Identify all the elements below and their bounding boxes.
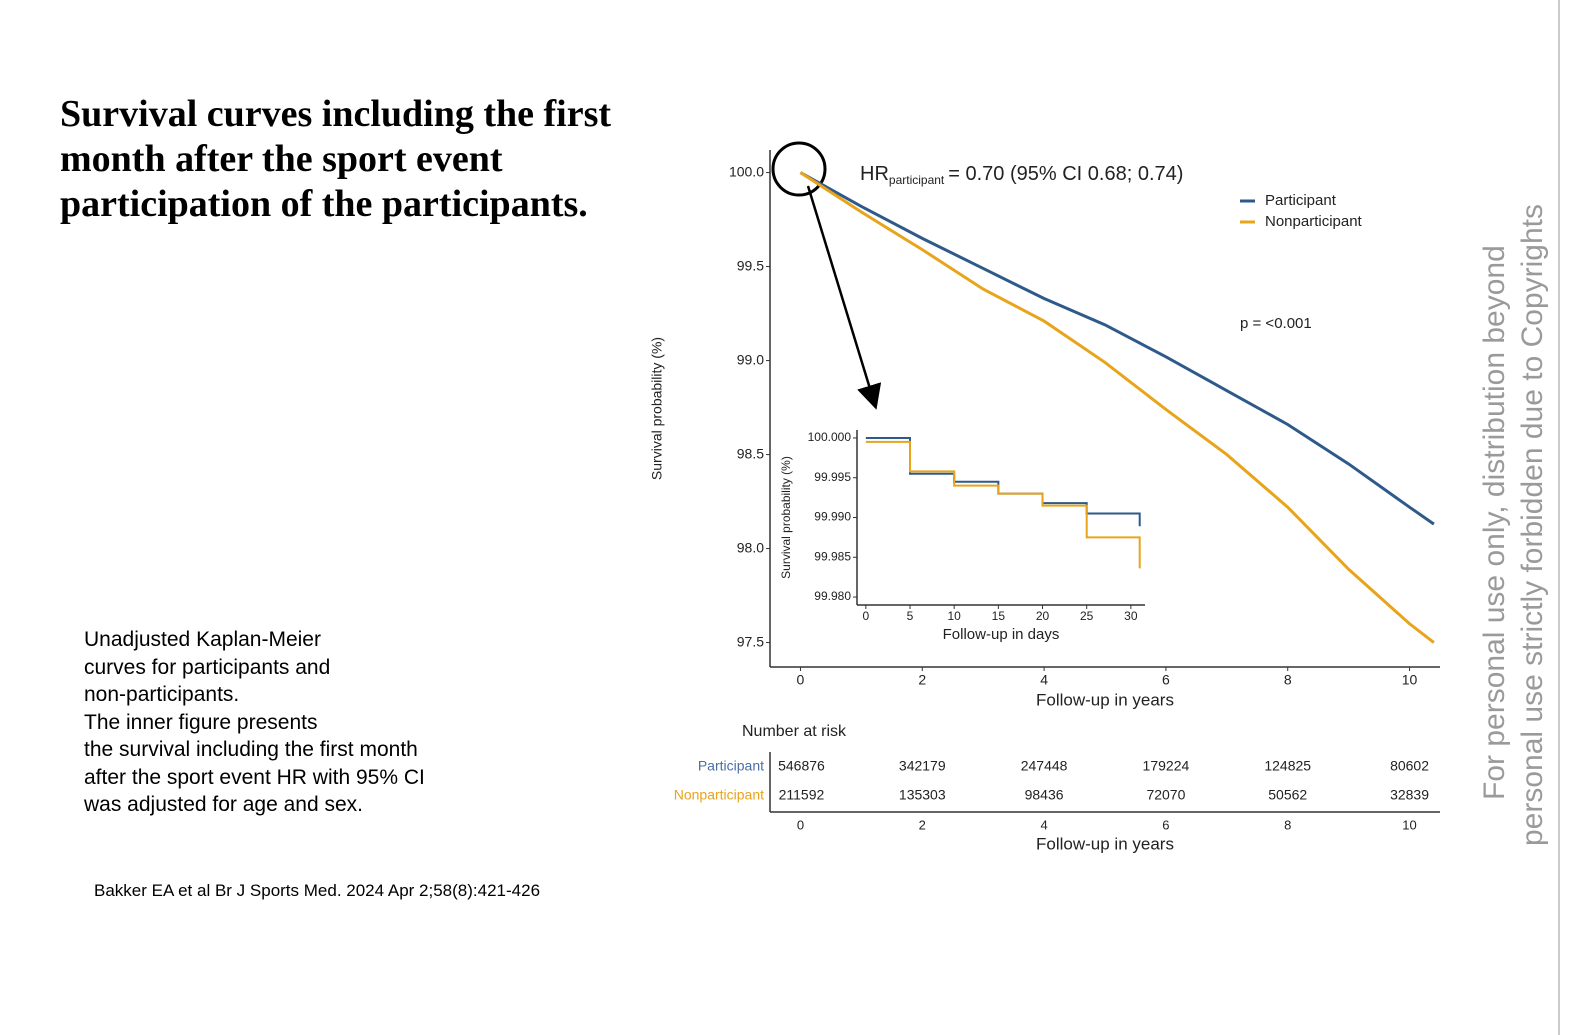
zoom-arrow [806, 185, 882, 410]
y-axis-label: Survival probability (%) [649, 337, 665, 480]
description-line: Unadjusted Kaplan-Meier [84, 628, 321, 651]
risk-x-tick-label: 8 [1284, 817, 1291, 832]
x-tick-label: 25 [1080, 609, 1094, 623]
legend-label: Participant [1265, 192, 1337, 209]
y-tick-label: 100.000 [808, 430, 852, 444]
risk-x-tick-label: 10 [1402, 817, 1416, 832]
risk-title: Number at risk [742, 723, 847, 740]
x-tick-label: 0 [862, 609, 869, 623]
y-tick-label: 99.995 [814, 470, 851, 484]
legend-label: Nonparticipant [1265, 213, 1363, 230]
x-tick-label: 5 [907, 609, 914, 623]
inset-background [858, 428, 1148, 606]
y-tick-label: 99.5 [737, 257, 764, 273]
survival-curve [799, 171, 1435, 526]
risk-count: 50562 [1268, 787, 1307, 803]
risk-x-tick-label: 4 [1040, 817, 1047, 832]
x-tick-label: 10 [1402, 672, 1418, 688]
risk-row-name: Nonparticipant [674, 787, 764, 803]
y-tick-label: 100.0 [729, 163, 764, 179]
hr-annotation: HRparticipant = 0.70 (95% CI 0.68; 0.74) [860, 163, 1183, 187]
y-tick-label: 97.5 [737, 633, 764, 649]
hr-text: = 0.70 (95% CI 0.68; 0.74) [948, 163, 1183, 185]
description-line: the survival including the first month [84, 738, 418, 761]
description: Unadjusted Kaplan-Meier curves for partic… [84, 626, 425, 819]
x-tick-label: 20 [1036, 609, 1050, 623]
risk-count: 135303 [899, 787, 946, 803]
x-tick-label: 15 [992, 609, 1006, 623]
risk-count: 179224 [1143, 758, 1190, 774]
slide-title: Survival curves including the first mont… [60, 93, 612, 225]
survival-curve [865, 440, 1141, 569]
risk-count: 32839 [1390, 787, 1429, 803]
x-tick-label: 0 [797, 672, 805, 688]
zoom-circle [771, 141, 827, 197]
watermark: For personal use only, distribution beyo… [1478, 245, 1511, 800]
risk-count: 546876 [778, 758, 825, 774]
x-axis-label: Follow-up in years [1036, 690, 1174, 709]
y-tick-label: 98.5 [737, 445, 764, 461]
risk-count: 247448 [1021, 758, 1068, 774]
y-tick-label: 99.985 [814, 549, 851, 563]
risk-count: 72070 [1146, 787, 1185, 803]
risk-count: 80602 [1390, 758, 1429, 774]
description-line: The inner figure presents [84, 710, 318, 734]
risk-count: 342179 [899, 758, 946, 774]
x-tick-label: 10 [947, 609, 961, 623]
survival-curve [799, 171, 1435, 644]
risk-x-label: Follow-up in years [1036, 834, 1174, 853]
y-tick-label: 99.990 [814, 510, 851, 524]
x-tick-label: 2 [918, 672, 926, 688]
description-line: after the sport event HR with 95% CI [84, 765, 425, 789]
citation: Bakker EA et al Br J Sports Med. 2024 Ap… [94, 881, 541, 900]
hr-label: HR [860, 163, 889, 185]
risk-count: 124825 [1264, 758, 1311, 774]
risk-x-tick-label: 6 [1162, 817, 1169, 832]
x-axis-label: Follow-up in days [943, 626, 1060, 643]
x-tick-label: 4 [1040, 672, 1048, 688]
x-tick-label: 30 [1124, 609, 1138, 623]
risk-x-tick-label: 0 [797, 817, 804, 832]
risk-count: 211592 [779, 787, 825, 803]
x-tick-label: 8 [1284, 672, 1292, 688]
watermark: personal use strictly forbidden due to C… [1516, 204, 1549, 846]
p-value: p = <0.001 [1240, 315, 1312, 332]
risk-count: 98436 [1025, 787, 1064, 803]
description-line: non-participants. [84, 683, 240, 706]
risk-row-name: Participant [698, 758, 764, 774]
y-tick-label: 98.0 [737, 539, 764, 555]
y-tick-label: 99.980 [814, 589, 851, 603]
description-line: was adjusted for age and sex. [84, 793, 364, 816]
y-axis-label: Survival probability (%) [779, 456, 793, 579]
description-line: curves for participants and [84, 655, 331, 679]
x-tick-label: 6 [1162, 672, 1170, 688]
hr-subscript: participant [889, 173, 945, 187]
y-tick-label: 99.0 [737, 351, 764, 367]
risk-x-tick-label: 2 [919, 817, 926, 832]
